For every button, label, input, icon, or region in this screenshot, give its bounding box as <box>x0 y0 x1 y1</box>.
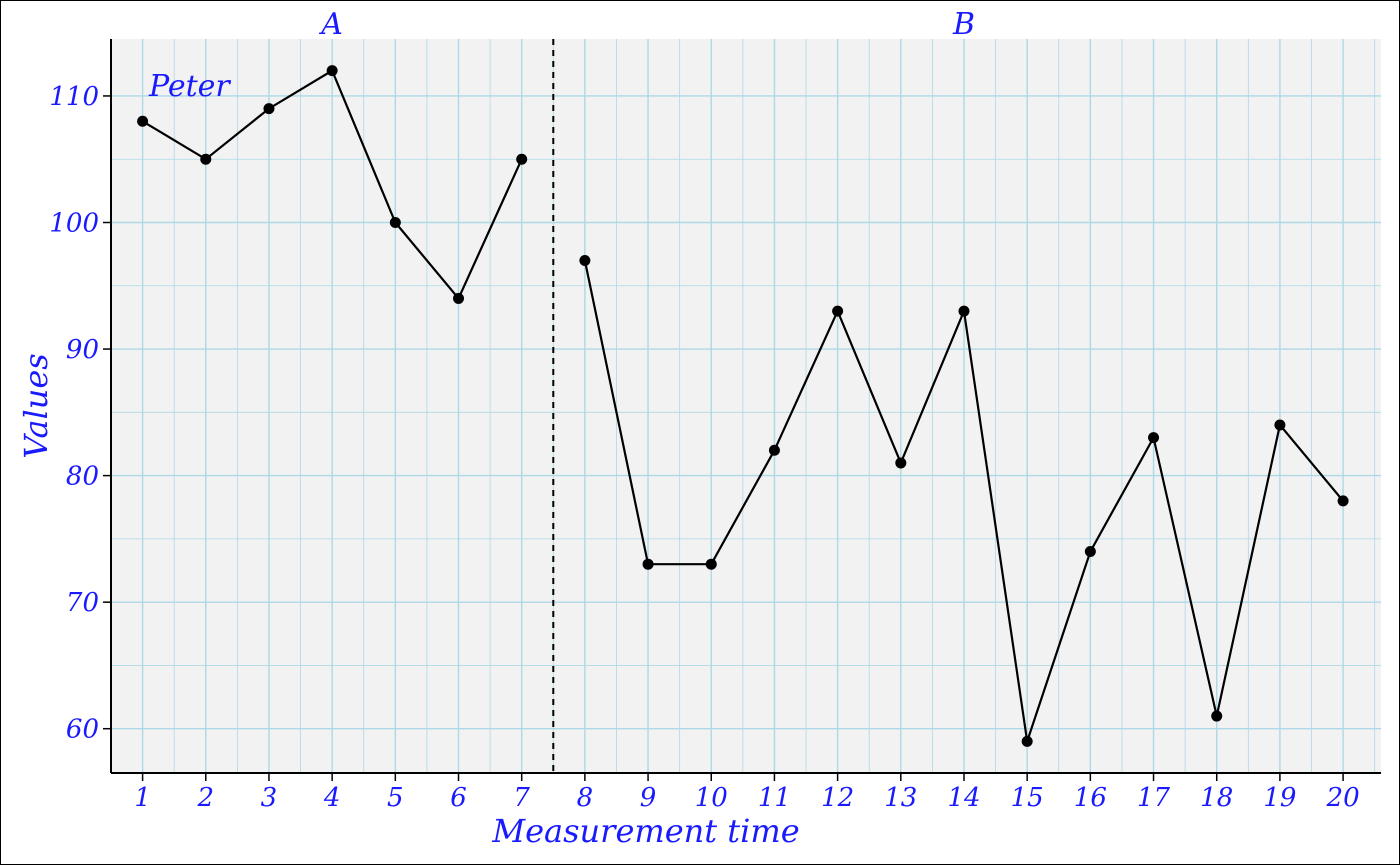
x-tick-label: 11 <box>758 783 791 813</box>
y-tick-label: 70 <box>66 588 99 618</box>
data-point <box>1211 710 1223 722</box>
data-point <box>832 305 844 317</box>
y-tick-label: 100 <box>49 209 99 239</box>
x-tick-label: 7 <box>513 783 530 813</box>
y-tick-label: 80 <box>66 462 99 492</box>
data-point <box>1274 419 1286 431</box>
y-tick-label: 60 <box>66 715 99 745</box>
data-point <box>516 153 528 165</box>
data-point <box>1021 735 1033 747</box>
data-point <box>1337 495 1349 507</box>
tick-layer: 1 2 3 4 5 6 7 8 9 10 11 12 13 14 15 16 17 18 19 20607080901… <box>49 82 1359 813</box>
x-tick-label: 3 <box>261 783 278 813</box>
x-axis-title: Measurement time <box>491 812 799 850</box>
x-tick-label: 19 <box>1263 783 1296 813</box>
data-point <box>263 103 275 115</box>
y-tick-label: 110 <box>49 82 99 112</box>
x-tick-label: 2 <box>197 783 215 813</box>
x-tick-label: 12 <box>821 783 854 813</box>
phase-label-b: B <box>952 7 975 42</box>
case-label: Peter <box>148 69 231 104</box>
x-tick-label: 10 <box>695 783 728 813</box>
data-point <box>200 153 212 165</box>
x-tick-label: 20 <box>1326 783 1360 813</box>
y-tick-label: 90 <box>66 335 99 365</box>
data-point <box>958 305 970 317</box>
data-point <box>389 217 401 228</box>
x-tick-label: 18 <box>1200 783 1233 813</box>
series-layer <box>137 65 1349 747</box>
data-point <box>579 254 591 266</box>
data-point <box>453 292 465 304</box>
x-tick-label: 13 <box>884 783 917 813</box>
data-point <box>705 558 717 570</box>
x-tick-label: 1 <box>134 783 151 813</box>
x-tick-label: 9 <box>640 783 657 813</box>
phase-label-a: A <box>318 7 343 42</box>
data-point <box>642 558 654 570</box>
data-point <box>1084 546 1096 558</box>
y-axis-title: Values <box>17 353 55 458</box>
x-tick-label: 15 <box>1011 783 1044 813</box>
x-tick-label: 14 <box>947 783 980 813</box>
x-tick-label: 4 <box>323 783 341 813</box>
x-tick-label: 17 <box>1137 783 1171 813</box>
x-tick-label: 5 <box>387 783 404 813</box>
data-point <box>137 115 149 127</box>
data-point <box>768 444 780 456</box>
plot-panel <box>111 39 1381 773</box>
x-tick-label: 8 <box>577 783 594 813</box>
x-tick-label: 16 <box>1074 783 1107 813</box>
data-point <box>1148 432 1160 444</box>
grid-layer <box>110 39 1381 773</box>
data-point <box>326 65 338 77</box>
x-tick-label: 6 <box>450 783 467 813</box>
data-point <box>895 457 907 469</box>
